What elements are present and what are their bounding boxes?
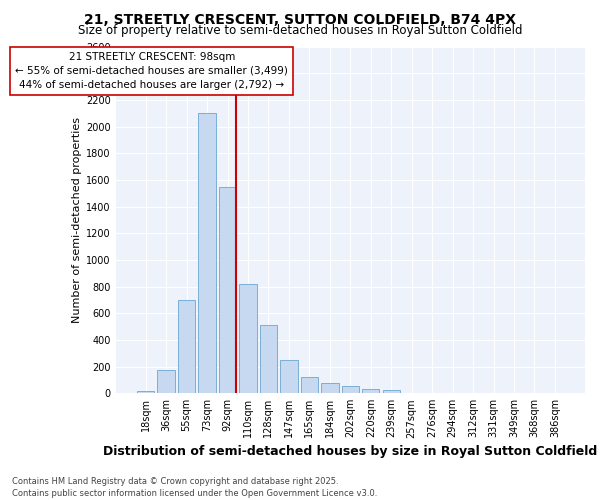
Bar (321, 383, 338, 393)
Bar (280, 360, 298, 393)
Bar (137, 390, 154, 393)
Bar (383, 390, 400, 393)
Bar (178, 300, 195, 393)
Bar (260, 325, 277, 393)
Text: Contains HM Land Registry data © Crown copyright and database right 2025.
Contai: Contains HM Land Registry data © Crown c… (12, 476, 377, 498)
Y-axis label: Number of semi-detached properties: Number of semi-detached properties (72, 117, 82, 323)
X-axis label: Distribution of semi-detached houses by size in Royal Sutton Coldfield: Distribution of semi-detached houses by … (103, 444, 598, 458)
Text: 21 STREETLY CRESCENT: 98sqm
← 55% of semi-detached houses are smaller (3,499)
44: 21 STREETLY CRESCENT: 98sqm ← 55% of sem… (16, 52, 288, 90)
Text: Size of property relative to semi-detached houses in Royal Sutton Coldfield: Size of property relative to semi-detach… (78, 24, 522, 37)
Bar (157, 370, 175, 393)
Text: 21, STREETLY CRESCENT, SUTTON COLDFIELD, B74 4PX: 21, STREETLY CRESCENT, SUTTON COLDFIELD,… (84, 12, 516, 26)
Bar (341, 386, 359, 393)
Bar (239, 284, 257, 393)
Bar (219, 186, 236, 393)
Bar (199, 113, 216, 393)
Bar (362, 389, 379, 393)
Bar (301, 377, 318, 393)
